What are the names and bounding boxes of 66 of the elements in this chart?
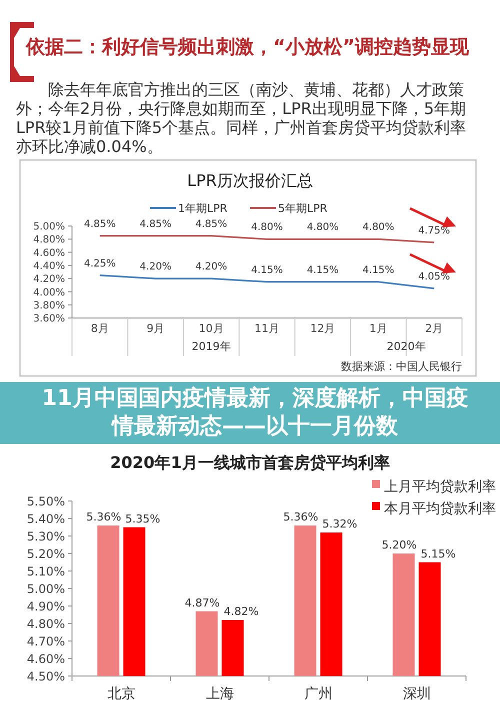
x-tick-label: 9月 bbox=[146, 322, 165, 335]
y-tick-label: 4.80% bbox=[33, 234, 65, 246]
legend-label: 5年期LPR bbox=[278, 202, 328, 215]
y-tick-label: 3.60% bbox=[33, 314, 65, 325]
data-label: 5.15% bbox=[420, 547, 456, 560]
legend-item: 上月平均贷款利率 bbox=[372, 479, 496, 495]
legend-item: 5年期LPR bbox=[250, 202, 328, 215]
x-tick-label: 11月 bbox=[254, 322, 280, 335]
y-tick-label: 4.90% bbox=[26, 599, 65, 614]
y-tick-label: 4.00% bbox=[33, 287, 65, 298]
x-tick-label: 2月 bbox=[425, 322, 444, 335]
data-label: 4.85% bbox=[84, 218, 116, 230]
y-tick-label: 4.40% bbox=[33, 261, 65, 272]
x-tick-label: 上海 bbox=[206, 686, 234, 702]
x-tick-label: 1月 bbox=[369, 322, 388, 335]
text: 除去年年底官方推出的三区（南沙、黄埔、花都）人才政策外；今年2月份，央行降息如期而至，LPR出现明显下降，5年期LPR较1月前值下降5个基点。同样，广州首套房贷平均贷款利率亦环比净减0.04%。 bbox=[16, 80, 468, 156]
y-tick-label: 5.40% bbox=[26, 512, 65, 526]
y-tick-label: 5.30% bbox=[26, 529, 65, 544]
text: 依据二：利好信号频出刺激，“小放松”调控趋势显现 bbox=[26, 35, 470, 60]
x-tick-label: 北京 bbox=[107, 686, 136, 702]
source-note: 数据来源：中国人民银行 bbox=[341, 360, 462, 373]
y-tick-label: 5.00% bbox=[26, 582, 65, 596]
data-label: 5.36% bbox=[86, 510, 122, 524]
data-label: 4.87% bbox=[184, 596, 220, 610]
y-tick-label: 3.80% bbox=[33, 300, 65, 312]
data-label: 4.82% bbox=[224, 605, 259, 618]
data-label: 4.15% bbox=[306, 264, 339, 276]
data-label: 4.15% bbox=[362, 264, 394, 276]
data-label: 4.80% bbox=[362, 222, 394, 234]
data-label: 4.85% bbox=[140, 218, 172, 230]
data-label: 4.15% bbox=[251, 264, 283, 276]
x-tick-label: 广州 bbox=[304, 686, 332, 702]
data-label: 4.80% bbox=[306, 222, 339, 234]
y-tick-label: 5.50% bbox=[26, 494, 65, 508]
data-label: 4.80% bbox=[251, 222, 283, 234]
data-label: 4.85% bbox=[195, 218, 228, 230]
legend-item: 1年期LPR bbox=[150, 202, 228, 215]
y-tick-label: 4.60% bbox=[33, 248, 65, 259]
text: 2019年 bbox=[192, 340, 231, 353]
data-label: 5.35% bbox=[125, 512, 160, 526]
legend-label: 1年期LPR bbox=[178, 202, 228, 215]
legend-item: 本月平均贷款利率 bbox=[372, 501, 496, 517]
x-tick-label: 深圳 bbox=[402, 686, 431, 702]
y-tick-label: 5.00% bbox=[33, 222, 65, 233]
data-label: 4.20% bbox=[195, 262, 228, 273]
y-tick-label: 4.50% bbox=[26, 669, 65, 684]
x-tick-label: 8月 bbox=[90, 322, 109, 335]
data-label: 5.20% bbox=[382, 538, 417, 552]
data-label: 4.20% bbox=[140, 262, 172, 273]
y-tick-label: 4.20% bbox=[33, 274, 65, 286]
x-tick-label: 12月 bbox=[310, 322, 336, 335]
y-tick-label: 4.80% bbox=[26, 616, 65, 631]
data-label: 5.32% bbox=[322, 518, 358, 530]
text: 2020年 bbox=[386, 340, 426, 353]
chart-title: LPR历次报价汇总 bbox=[187, 171, 313, 190]
data-label: 4.25% bbox=[84, 258, 116, 270]
data-label: 4.05% bbox=[418, 271, 450, 282]
y-tick-label: 4.60% bbox=[26, 652, 65, 666]
y-tick-label: 5.20% bbox=[26, 546, 65, 561]
y-tick-label: 4.70% bbox=[26, 634, 65, 648]
data-label: 4.75% bbox=[418, 225, 450, 236]
chart-title: 2020年1月一线城市首套房贷平均利率 bbox=[110, 453, 390, 472]
x-tick-label: 10月 bbox=[198, 322, 224, 335]
data-label: 5.36% bbox=[283, 510, 318, 524]
y-tick-label: 5.10% bbox=[26, 564, 65, 578]
text: 11月中国国内疫情最新，深度解析，中国疫情最新动态——以十一月份数 bbox=[40, 385, 470, 441]
